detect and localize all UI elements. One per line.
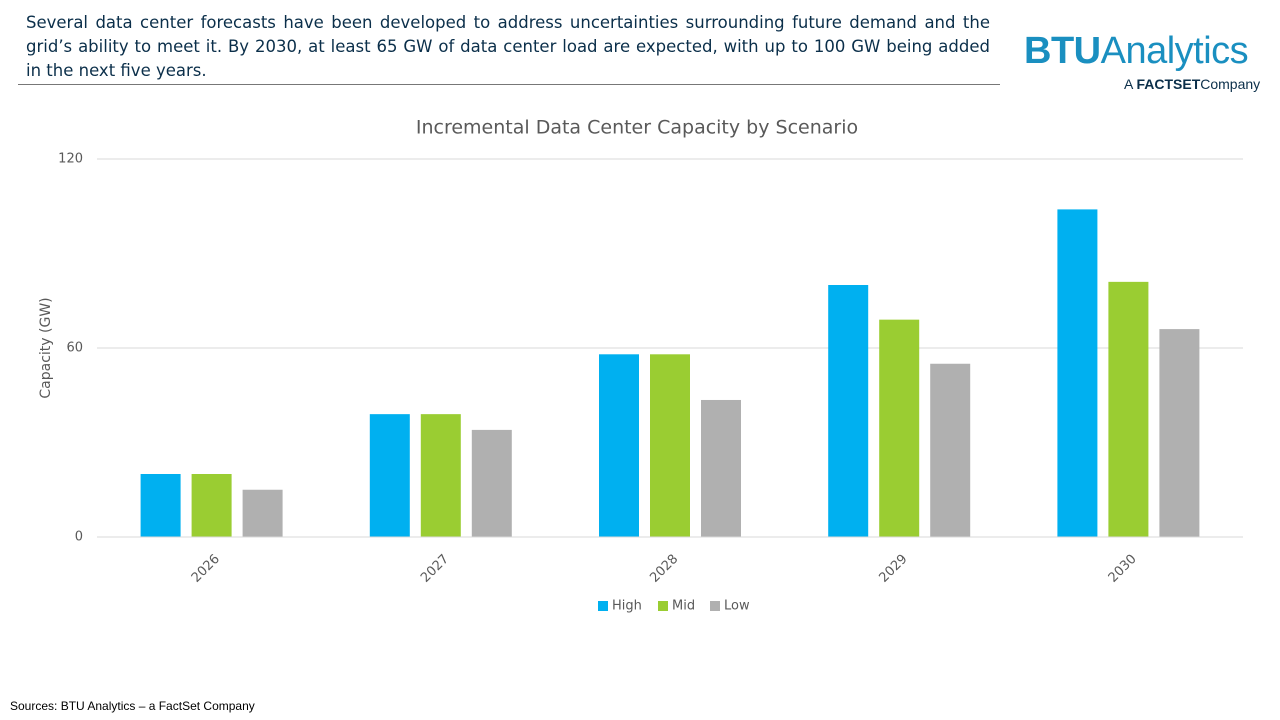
bar (930, 363, 971, 537)
y-tick-label: 120 (58, 152, 83, 167)
bar (828, 285, 869, 537)
bar (1057, 209, 1098, 537)
bar (650, 354, 690, 537)
bar (471, 429, 512, 537)
y-tick-label: 60 (66, 341, 83, 356)
x-tick-label: 2027 (418, 552, 452, 586)
bar (420, 414, 461, 537)
header-rule (18, 84, 1000, 85)
legend-swatch (598, 601, 608, 611)
bar (369, 414, 410, 537)
logo-name: Analytics (1100, 30, 1249, 72)
source: Sources: BTU Analytics – a FactSet Compa… (10, 699, 255, 713)
x-tick-label: 2028 (647, 552, 681, 586)
y-axis-label: Capacity (GW) (38, 297, 54, 398)
legend-label: High (612, 599, 642, 614)
legend-swatch (658, 601, 668, 611)
logo: BTUAnalytics A FACTSETCompany (1024, 30, 1260, 92)
bar (140, 474, 181, 537)
logo-prefix: A (1124, 76, 1133, 92)
legend-label: Mid (672, 599, 695, 614)
logo-suffix: Company (1200, 76, 1261, 92)
bar (242, 489, 283, 537)
bar (701, 399, 741, 537)
logo-bold: BTU (1024, 30, 1101, 72)
header-text: Several data center forecasts have been … (26, 13, 990, 80)
bar (599, 354, 639, 537)
bar (191, 474, 232, 537)
bar (1108, 281, 1149, 537)
legend-label: Low (724, 599, 750, 614)
y-tick-label: 0 (75, 530, 83, 545)
logo-brand: FACTSET (1136, 76, 1201, 92)
chart-title: Incremental Data Center Capacity by Scen… (416, 117, 858, 139)
x-tick-label: 2030 (1106, 552, 1140, 586)
x-tick-label: 2026 (189, 552, 223, 586)
x-tick-label: 2029 (876, 552, 910, 586)
bar (1159, 329, 1200, 537)
legend-swatch (710, 601, 720, 611)
bar (879, 319, 920, 537)
